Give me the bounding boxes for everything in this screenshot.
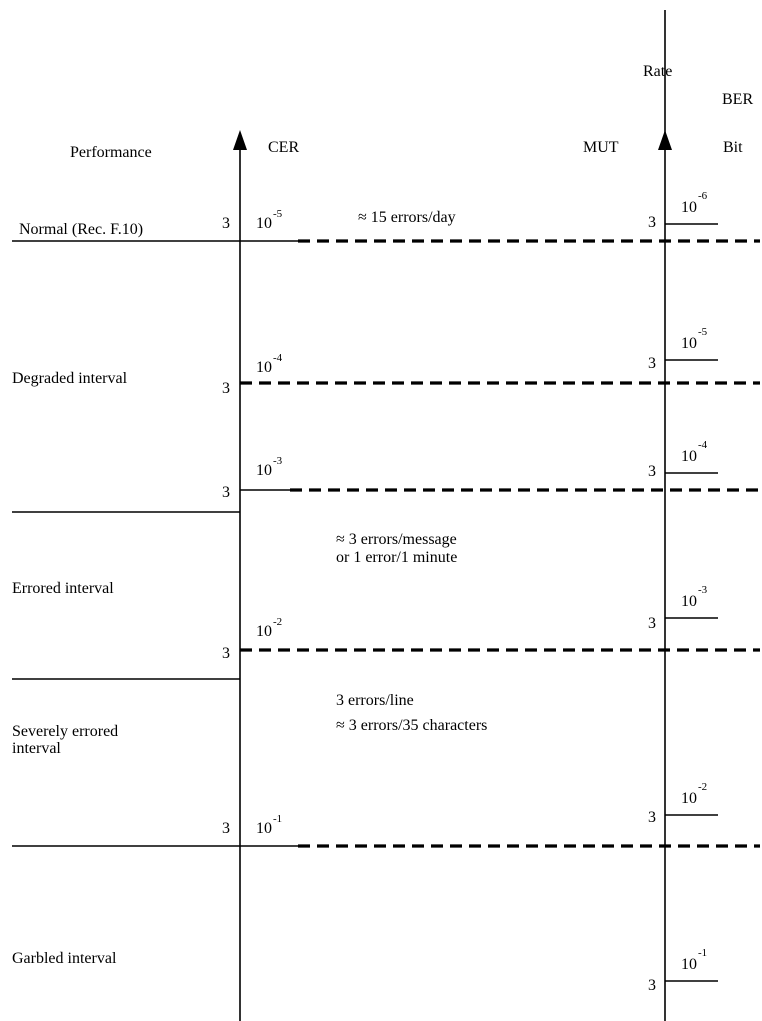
ber-exp-1e-2: -2: [698, 781, 707, 793]
cer-base-1e-2: 10: [256, 623, 272, 640]
level-degraded: Degraded interval: [12, 370, 128, 387]
level-normal: Normal (Rec. F.10): [19, 221, 143, 238]
ber-mult-1e-3: 3: [648, 615, 656, 632]
ber-base-1e-5: 10: [681, 335, 697, 352]
header-bit: Bit: [723, 139, 743, 156]
cer-axis-arrow-icon: [233, 130, 247, 150]
cer-exp-1e-5: -5: [273, 208, 283, 220]
cer-mult-1e-1: 3: [222, 820, 230, 837]
ber-mult-1e-4: 3: [648, 463, 656, 480]
header-mut: MUT: [583, 139, 619, 156]
ber-mult-1e-2: 3: [648, 809, 656, 826]
ber-exp-1e-3: -3: [698, 584, 708, 596]
ber-mult-1e-6: 3: [648, 214, 656, 231]
ber-exp-1e-5: -5: [698, 326, 708, 338]
cer-base-1e-5: 10: [256, 215, 272, 232]
header-cer: CER: [268, 139, 299, 156]
annotation-errors-per-day: ≈ 15 errors/day: [358, 209, 456, 226]
ber-exp-1e-1: -1: [698, 947, 707, 959]
annotation-errors-per-line: 3 errors/line: [336, 692, 414, 709]
ber-base-1e-4: 10: [681, 448, 697, 465]
header-performance: Performance: [70, 144, 152, 161]
cer-base-1e-1: 10: [256, 820, 272, 837]
ber-exp-1e-4: -4: [698, 439, 708, 451]
cer-mult-1e-4: 3: [222, 380, 230, 397]
cer-exp-1e-2: -2: [273, 616, 282, 628]
header-ber: BER: [722, 91, 753, 108]
cer-mult-1e-5: 3: [222, 215, 230, 232]
cer-exp-1e-1: -1: [273, 813, 282, 825]
cer-base-1e-4: 10: [256, 359, 272, 376]
ber-base-1e-2: 10: [681, 790, 697, 807]
cer-base-1e-3: 10: [256, 462, 272, 479]
annotation-errors-per-message: ≈ 3 errors/message: [336, 531, 457, 548]
ber-mult-1e-1: 3: [648, 977, 656, 994]
ber-axis-arrow-icon: [658, 130, 672, 150]
header-rate: Rate: [643, 63, 672, 80]
ber-exp-1e-6: -6: [698, 190, 708, 202]
annotation-errors-per-35-chars: ≈ 3 errors/35 characters: [336, 717, 487, 734]
ber-mult-1e-5: 3: [648, 355, 656, 372]
level-garbled: Garbled interval: [12, 950, 117, 967]
cer-mult-1e-3: 3: [222, 484, 230, 501]
annotation-error-per-minute: or 1 error/1 minute: [336, 549, 457, 566]
level-errored: Errored interval: [12, 580, 114, 597]
level-severely-errored: Severely errored: [12, 723, 118, 740]
ber-base-1e-6: 10: [681, 199, 697, 216]
ber-base-1e-3: 10: [681, 593, 697, 610]
cer-exp-1e-3: -3: [273, 455, 283, 467]
level-severely-errored-cont: interval: [12, 740, 61, 757]
cer-mult-1e-2: 3: [222, 645, 230, 662]
ber-base-1e-1: 10: [681, 956, 697, 973]
cer-exp-1e-4: -4: [273, 352, 283, 364]
